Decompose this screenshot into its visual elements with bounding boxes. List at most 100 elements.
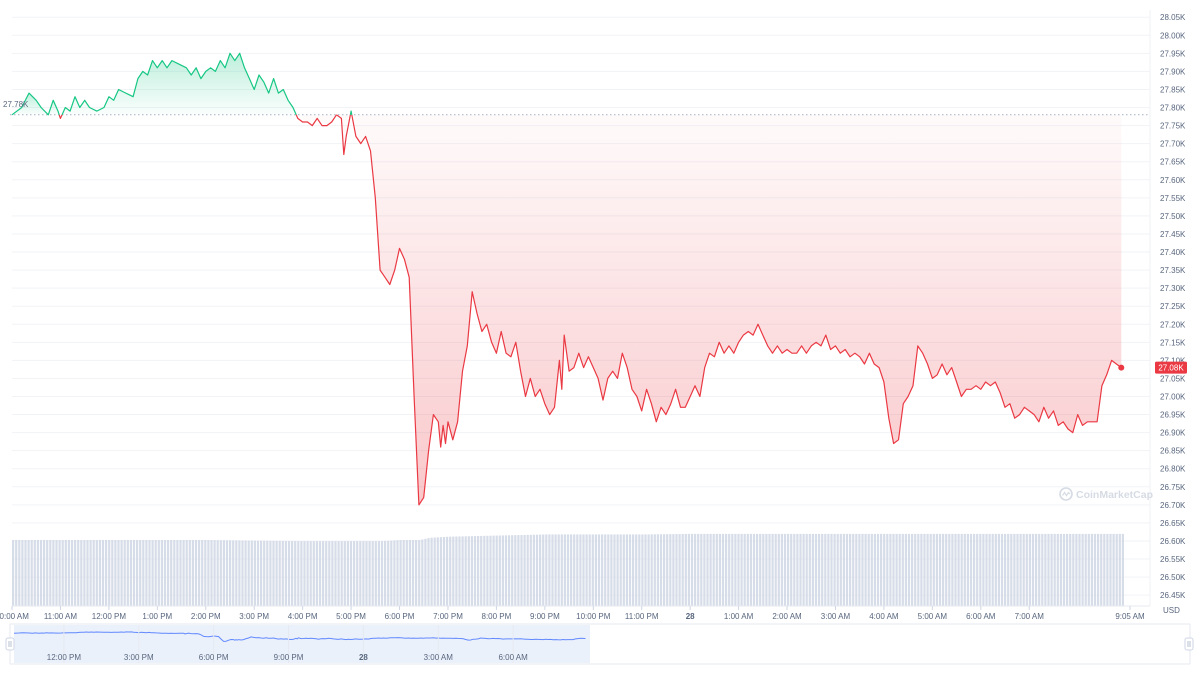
y-tick-label: 27.45K xyxy=(1160,230,1186,239)
volume-bar xyxy=(167,540,170,606)
volume-bar xyxy=(969,533,973,606)
volume-bar xyxy=(1028,533,1031,606)
volume-bar xyxy=(548,534,551,606)
volume-bar xyxy=(945,533,948,606)
volume-bar xyxy=(216,540,219,606)
volume-bar xyxy=(746,533,749,606)
volume-bar xyxy=(1118,533,1121,606)
volume-bar xyxy=(1031,533,1035,606)
volume-bar xyxy=(461,536,464,606)
volume-bar xyxy=(70,540,74,606)
volume-bar xyxy=(1103,533,1106,606)
volume-bar xyxy=(108,540,111,606)
volume-bar xyxy=(1121,533,1124,606)
price-line-up xyxy=(61,52,297,116)
volume-bar xyxy=(787,533,790,606)
volume-bar xyxy=(855,533,858,606)
volume-bar xyxy=(132,540,136,606)
volume-bar xyxy=(1010,533,1013,606)
navigator-right-handle[interactable] xyxy=(1184,637,1194,651)
volume-bar xyxy=(1038,533,1041,606)
volume-bar xyxy=(526,534,529,606)
volume-bar xyxy=(545,534,548,606)
volume-bar xyxy=(284,540,287,606)
navigator-price-line xyxy=(13,631,586,642)
volume-bar xyxy=(895,533,898,606)
navigator[interactable]: 12:00 PM 3:00 PM 6:00 PM 9:00 PM 28 3:00 AM 6:… xyxy=(5,623,1194,665)
volume-bar xyxy=(517,535,520,606)
volume-bar xyxy=(914,533,917,606)
volume-bar xyxy=(148,540,151,606)
volume-bar xyxy=(566,534,570,606)
volume-bar xyxy=(504,535,508,606)
volume-bar xyxy=(573,534,576,606)
y-tick-label: 26.70K xyxy=(1160,501,1186,510)
volume-bar xyxy=(709,533,712,606)
volume-bar xyxy=(635,534,638,606)
y-tick-label: 27.10K xyxy=(1160,356,1186,365)
volume-bar xyxy=(554,534,557,606)
volume-bar xyxy=(318,541,322,606)
volume-bar xyxy=(948,533,951,606)
volume-bar xyxy=(219,540,222,606)
volume-bar xyxy=(473,536,477,606)
volume-bar xyxy=(501,535,504,606)
volume-bar xyxy=(1044,533,1047,606)
volume-bar xyxy=(263,540,266,606)
volume-bar xyxy=(315,541,318,606)
navigator-left-handle[interactable] xyxy=(5,637,15,651)
volume-bar xyxy=(58,540,61,606)
volume-bar xyxy=(827,533,830,606)
volume-bar xyxy=(616,534,619,606)
volume-bar xyxy=(898,533,901,606)
volume-bar xyxy=(498,535,501,606)
open-price-label: 27.78K xyxy=(3,100,29,109)
volume-bar xyxy=(117,540,120,606)
volume-bar xyxy=(647,534,650,606)
volume-bar xyxy=(706,533,709,606)
volume-bar xyxy=(33,540,36,606)
volume-bar xyxy=(690,533,694,606)
volume-bar xyxy=(353,541,356,606)
y-tick-label: 28.00K xyxy=(1160,31,1186,40)
volume-bar xyxy=(340,541,343,606)
volume-bar xyxy=(300,541,303,606)
y-tick-label: 27.25K xyxy=(1160,302,1186,311)
volume-bar xyxy=(52,540,55,606)
x-tick-label: 1:00 AM xyxy=(724,612,754,621)
volume-bar xyxy=(731,533,734,606)
volume-bar xyxy=(455,536,458,606)
navigator-tick-label: 6:00 AM xyxy=(498,653,528,662)
volume-bar xyxy=(721,533,725,606)
x-tick-label: 2:00 AM xyxy=(772,612,802,621)
volume-bar xyxy=(796,533,799,606)
volume-bar xyxy=(762,533,765,606)
volume-bar xyxy=(436,537,439,606)
navigator-line xyxy=(13,631,586,642)
navigator-selection[interactable] xyxy=(14,625,590,663)
volume-bar xyxy=(1072,533,1075,606)
volume-bar xyxy=(802,533,805,606)
y-tick-label: 27.70K xyxy=(1160,140,1186,149)
y-axis: 28.05K 28.00K 27.95K 27.90K 27.85K 27.80K 27.7… xyxy=(1160,13,1186,600)
volume-bar xyxy=(291,541,294,606)
volume-bar xyxy=(976,533,979,606)
volume-bar xyxy=(539,534,542,606)
volume-bar xyxy=(1041,533,1044,606)
volume-bar xyxy=(24,540,27,606)
volume-bar xyxy=(30,540,33,606)
volume-bar xyxy=(560,534,563,606)
volume-bar xyxy=(98,540,101,606)
volume-bar xyxy=(938,533,942,606)
volume-bar xyxy=(734,533,737,606)
volume-bar xyxy=(154,540,157,606)
volume-bar xyxy=(585,534,588,606)
y-tick-label: 26.60K xyxy=(1160,537,1186,546)
volume-bar xyxy=(1019,533,1022,606)
volume-bar xyxy=(628,534,632,606)
volume-bar xyxy=(1004,533,1007,606)
volume-bar xyxy=(408,540,411,606)
volume-bar xyxy=(508,535,511,606)
volume-bar xyxy=(849,533,852,606)
